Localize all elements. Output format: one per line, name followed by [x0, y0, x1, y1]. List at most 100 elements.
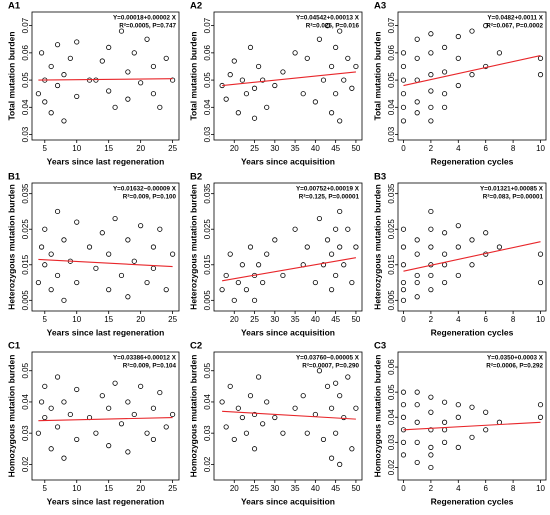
- point: [441, 91, 448, 97]
- point: [239, 414, 245, 421]
- point: [67, 411, 73, 418]
- point: [42, 414, 48, 421]
- x-tick-label: 15: [104, 315, 113, 324]
- point: [227, 72, 233, 78]
- point: [131, 258, 137, 264]
- point: [349, 279, 355, 286]
- point: [54, 82, 61, 89]
- y-axis-label: Total mutation burden: [188, 31, 198, 120]
- point: [328, 63, 335, 70]
- point: [428, 427, 434, 433]
- point: [256, 374, 262, 380]
- point: [414, 36, 420, 42]
- stats: R²=0.009, P=0.100: [123, 194, 177, 201]
- y-tick-label: 0.06: [203, 45, 212, 61]
- x-tick-label: 5: [43, 484, 48, 493]
- point: [316, 215, 323, 222]
- point: [272, 237, 278, 243]
- x-tick-label: 2: [429, 315, 434, 324]
- point: [428, 31, 434, 37]
- panel-label: B3: [374, 172, 386, 183]
- point: [247, 393, 254, 399]
- point: [400, 63, 407, 70]
- point: [170, 411, 176, 418]
- fit-line: [403, 55, 541, 87]
- x-tick-label: 8: [511, 144, 516, 153]
- point: [239, 262, 245, 268]
- x-tick-label: 25: [168, 484, 177, 493]
- point: [247, 244, 254, 250]
- point: [61, 455, 67, 461]
- x-tick-label: 30: [270, 144, 279, 153]
- point: [223, 424, 229, 430]
- x-tick-label: 50: [351, 144, 360, 153]
- point: [312, 99, 318, 105]
- point: [455, 223, 461, 229]
- y-tick-label: 0.07: [203, 17, 212, 33]
- point: [333, 44, 339, 51]
- equation: Y=0.01321+0.00085 X: [480, 186, 544, 193]
- point: [345, 226, 351, 232]
- point: [341, 262, 347, 268]
- y-tick-label: 0.005: [203, 290, 212, 311]
- panel-label: A1: [8, 1, 21, 12]
- stats: R²=0.067, P=0.0002: [486, 23, 543, 30]
- point: [428, 118, 434, 124]
- point: [251, 85, 258, 91]
- x-tick-label: 25: [168, 315, 177, 324]
- point: [38, 244, 45, 250]
- point: [48, 110, 54, 116]
- point: [400, 414, 407, 420]
- point: [400, 287, 407, 293]
- y-axis-label: Homozygous mutation burden: [372, 355, 382, 478]
- x-tick-label: 25: [250, 315, 259, 324]
- x-tick-label: 20: [230, 144, 239, 153]
- point: [312, 279, 318, 286]
- point: [251, 297, 258, 303]
- point: [93, 77, 99, 83]
- point: [74, 436, 80, 443]
- point: [537, 55, 544, 61]
- x-tick-label: 4: [456, 484, 461, 493]
- y-axis-label: Total mutation burden: [372, 31, 382, 120]
- fit-line: [403, 241, 541, 272]
- x-tick-label: 25: [168, 144, 177, 153]
- x-tick-label: 6: [483, 484, 488, 493]
- x-tick-label: 50: [351, 484, 360, 493]
- point: [54, 42, 61, 48]
- stats: R²=0.0007, P=0.290: [302, 363, 359, 370]
- plot-frame: [213, 11, 363, 141]
- point: [150, 436, 157, 443]
- point: [469, 262, 475, 268]
- x-tick-label: 8: [511, 315, 516, 324]
- point: [428, 452, 434, 458]
- point: [496, 419, 503, 425]
- x-tick-label: 2: [429, 484, 434, 493]
- point: [223, 272, 229, 279]
- point: [400, 244, 407, 250]
- point: [243, 287, 250, 293]
- y-tick-label: 0.06: [21, 45, 30, 61]
- point: [138, 383, 144, 389]
- point: [428, 226, 434, 232]
- stats: R²=0.025, P=0.016: [306, 23, 360, 30]
- point: [125, 294, 131, 300]
- x-tick-label: 45: [331, 144, 340, 153]
- y-tick-label: 0.05: [387, 72, 396, 88]
- point: [256, 63, 262, 70]
- equation: Y=0.0350+0.0003 X: [487, 355, 544, 362]
- stats: R²=0.0006, P=0.292: [486, 363, 543, 370]
- point: [54, 374, 61, 380]
- y-axis-label: Total mutation burden: [6, 31, 16, 120]
- point: [312, 411, 318, 418]
- y-tick-label: 0.04: [203, 99, 212, 115]
- x-axis-label: Years since last regeneration: [47, 156, 165, 166]
- plot-frame: [31, 351, 180, 481]
- stats: R²=0.125, P=0.00001: [299, 194, 360, 201]
- point: [74, 39, 80, 45]
- point: [537, 414, 544, 420]
- point: [400, 389, 407, 395]
- point: [496, 244, 503, 250]
- point: [414, 110, 420, 116]
- point: [99, 393, 105, 399]
